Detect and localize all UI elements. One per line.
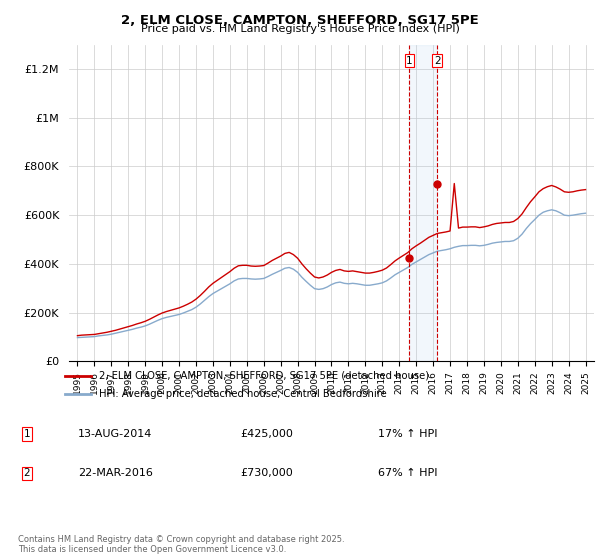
Text: HPI: Average price, detached house, Central Bedfordshire: HPI: Average price, detached house, Cent… <box>99 389 386 399</box>
Text: 2, ELM CLOSE, CAMPTON, SHEFFORD, SG17 5PE: 2, ELM CLOSE, CAMPTON, SHEFFORD, SG17 5P… <box>121 14 479 27</box>
Bar <box>409 45 437 361</box>
Text: 2, ELM CLOSE, CAMPTON, SHEFFORD, SG17 5PE (detached house): 2, ELM CLOSE, CAMPTON, SHEFFORD, SG17 5P… <box>99 371 429 381</box>
Text: Contains HM Land Registry data © Crown copyright and database right 2025.
This d: Contains HM Land Registry data © Crown c… <box>18 535 344 554</box>
Text: 2: 2 <box>23 468 31 478</box>
Text: 2: 2 <box>434 55 440 66</box>
Text: £730,000: £730,000 <box>240 468 293 478</box>
Text: 13-AUG-2014: 13-AUG-2014 <box>78 429 152 439</box>
Text: £425,000: £425,000 <box>240 429 293 439</box>
Text: 1: 1 <box>406 55 413 66</box>
Text: 22-MAR-2016: 22-MAR-2016 <box>78 468 153 478</box>
Text: Price paid vs. HM Land Registry's House Price Index (HPI): Price paid vs. HM Land Registry's House … <box>140 24 460 34</box>
Text: 1: 1 <box>23 429 31 439</box>
Text: 67% ↑ HPI: 67% ↑ HPI <box>378 468 437 478</box>
Text: 17% ↑ HPI: 17% ↑ HPI <box>378 429 437 439</box>
